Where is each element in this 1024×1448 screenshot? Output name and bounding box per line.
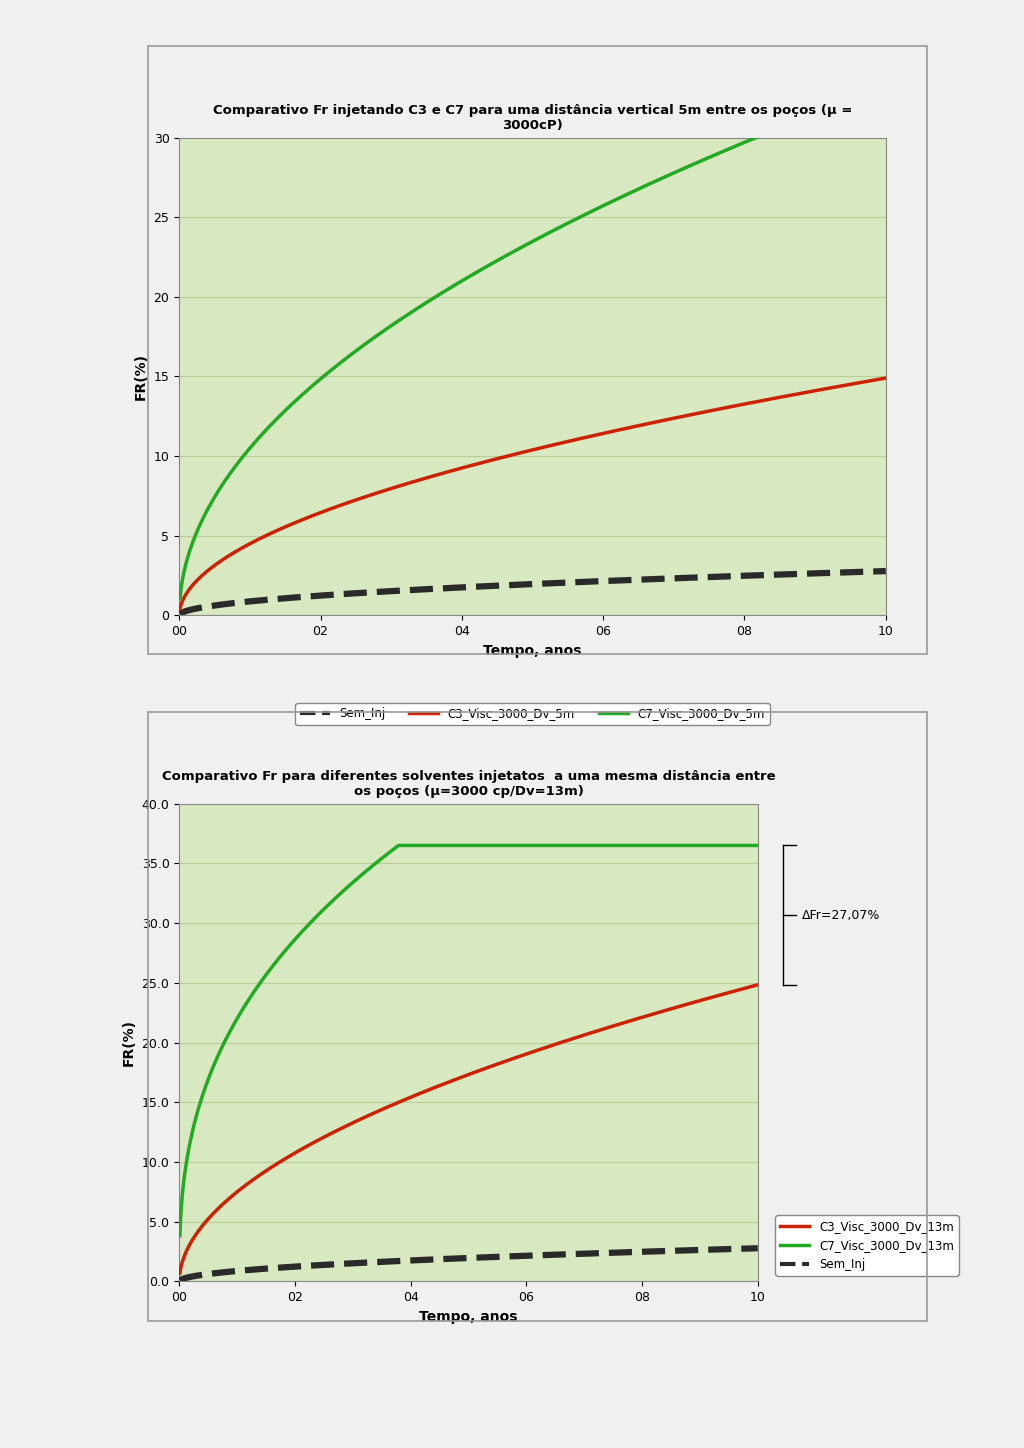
- X-axis label: Tempo, anos: Tempo, anos: [419, 1310, 518, 1323]
- Text: ΔFr=27,07%: ΔFr=27,07%: [802, 909, 881, 921]
- Title: Comparativo Fr para diferentes solventes injetatos  a uma mesma distância entre
: Comparativo Fr para diferentes solventes…: [162, 770, 775, 798]
- Y-axis label: FR(%): FR(%): [134, 353, 148, 400]
- Legend: Sem_Inj, C3_Visc_3000_Dv_5m, C7_Visc_3000_Dv_5m: Sem_Inj, C3_Visc_3000_Dv_5m, C7_Visc_300…: [295, 702, 770, 725]
- X-axis label: Tempo, anos: Tempo, anos: [483, 644, 582, 657]
- Title: Comparativo Fr injetando C3 e C7 para uma distância vertical 5m entre os poços (: Comparativo Fr injetando C3 e C7 para um…: [213, 104, 852, 132]
- Y-axis label: FR(%): FR(%): [122, 1019, 136, 1066]
- Legend: C3_Visc_3000_Dv_13m, C7_Visc_3000_Dv_13m, Sem_Inj: C3_Visc_3000_Dv_13m, C7_Visc_3000_Dv_13m…: [775, 1215, 958, 1276]
